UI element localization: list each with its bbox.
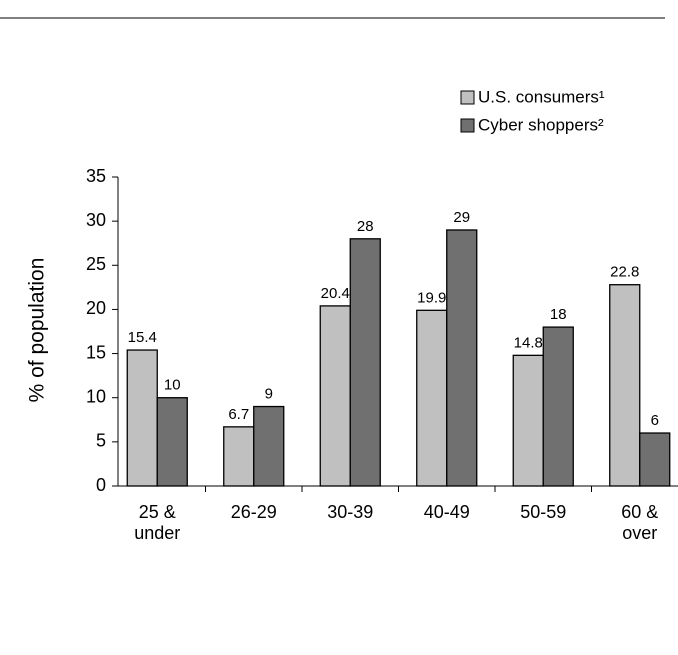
bar (446, 229, 478, 487)
y-tick-label: 0 (96, 475, 106, 495)
x-tick-label: 50-59 (520, 502, 567, 522)
y-axis-label: % of population (26, 258, 49, 403)
y-tick-label: 20 (86, 298, 106, 318)
y-tick-label: 15 (86, 342, 106, 362)
bar (416, 309, 448, 487)
y-tick-label: 5 (96, 431, 106, 451)
y-tick-label: 30 (86, 210, 106, 230)
value-label: 6 (651, 412, 659, 429)
value-label: 10 (164, 377, 181, 394)
bar (253, 405, 285, 487)
bar (639, 432, 671, 487)
value-label: 14.8 (514, 334, 543, 351)
value-label: 29 (453, 209, 470, 226)
value-label: 20.4 (321, 285, 350, 302)
y-tick-label: 25 (86, 254, 106, 274)
legend-swatch (460, 90, 475, 105)
bar (349, 238, 381, 487)
value-label: 6.7 (228, 406, 249, 423)
legend-swatch (460, 118, 475, 133)
bar (223, 426, 255, 487)
x-tick-label: 40-49 (423, 502, 470, 522)
y-tick-label: 35 (86, 166, 106, 186)
bar (512, 354, 544, 487)
bar (319, 305, 351, 487)
y-tick-label: 10 (86, 386, 106, 406)
bar (609, 284, 641, 487)
value-label: 19.9 (417, 289, 446, 306)
value-label: 9 (265, 386, 273, 403)
legend-label: U.S. consumers¹ (478, 87, 605, 106)
bar (542, 326, 574, 487)
value-label: 15.4 (128, 329, 157, 346)
value-label: 22.8 (610, 264, 639, 281)
x-tick-label: 60 & over (621, 502, 659, 543)
value-label: 18 (550, 306, 567, 323)
bar (126, 349, 158, 487)
bar (156, 397, 188, 487)
x-tick-label: 25 & under (134, 502, 181, 543)
legend-label: Cyber shoppers² (478, 115, 604, 134)
value-label: 28 (357, 218, 374, 235)
x-tick-label: 26-29 (230, 502, 277, 522)
x-tick-label: 30-39 (327, 502, 374, 522)
